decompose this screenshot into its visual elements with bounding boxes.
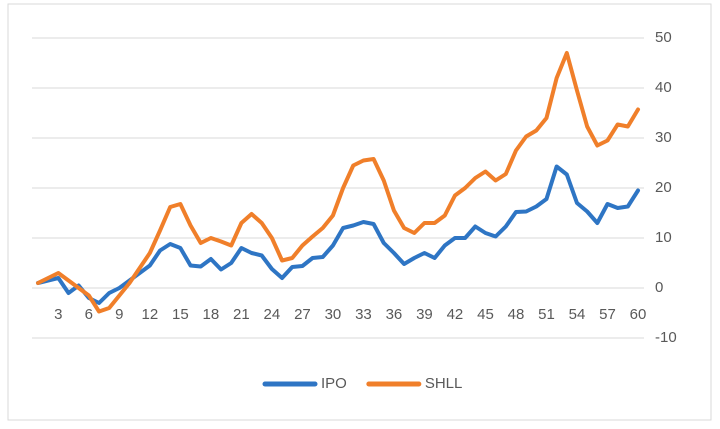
data-line: [36, 164, 640, 305]
data-line: [36, 51, 640, 314]
x-tick-label: 39: [416, 306, 433, 323]
x-tick-label: 3: [54, 306, 62, 323]
x-tick-label: 36: [386, 306, 403, 323]
legend-label: SHLL: [425, 375, 463, 392]
x-tick-label: 33: [355, 306, 372, 323]
x-tick-label: 51: [538, 306, 555, 323]
x-tick-label: 57: [599, 306, 616, 323]
x-tick-label: 6: [85, 306, 93, 323]
y-tick-label: 40: [655, 79, 672, 96]
x-tick-label: 12: [142, 306, 159, 323]
y-tick-label: 0: [655, 279, 663, 296]
x-tick-label: 15: [172, 306, 189, 323]
x-tick-label: 30: [325, 306, 342, 323]
y-tick-label: 20: [655, 179, 672, 196]
y-tick-label: 50: [655, 29, 672, 46]
x-tick-label: 21: [233, 306, 250, 323]
y-tick-label: 30: [655, 129, 672, 146]
x-tick-label: 27: [294, 306, 311, 323]
y-tick-label: -10: [655, 329, 677, 346]
x-tick-label: 54: [569, 306, 586, 323]
x-tick-label: 9: [115, 306, 123, 323]
y-tick-label: 10: [655, 229, 672, 246]
x-tick-label: 24: [264, 306, 281, 323]
x-tick-label: 60: [630, 306, 647, 323]
x-tick-label: 45: [477, 306, 494, 323]
chart-border: [7, 3, 712, 421]
legend-label: IPO: [321, 375, 347, 392]
x-tick-label: 42: [447, 306, 464, 323]
x-tick-label: 48: [508, 306, 525, 323]
x-tick-label: 18: [203, 306, 220, 323]
